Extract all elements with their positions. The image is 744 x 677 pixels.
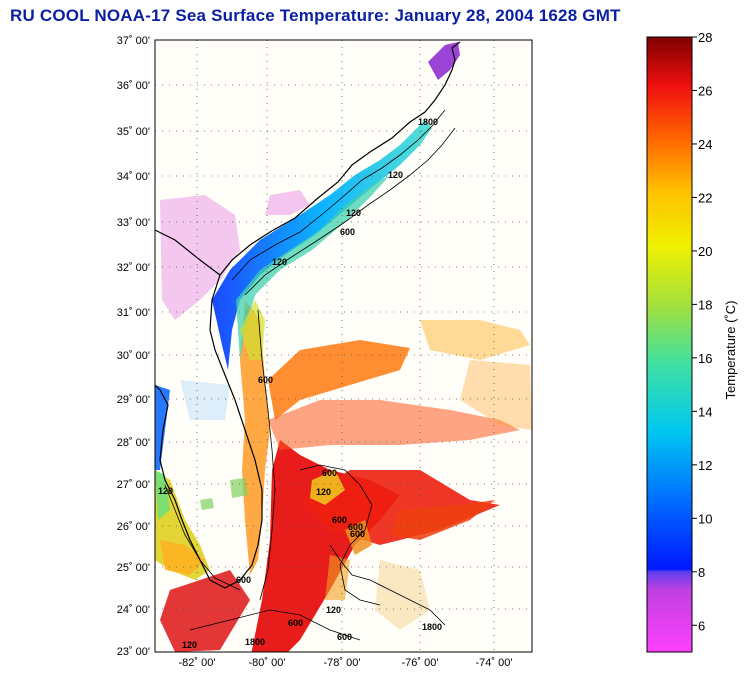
contour-label: 600 <box>340 227 355 237</box>
colorbar-tick: 28 <box>698 30 712 45</box>
latitude-tick: 28˚ 00' <box>117 437 150 449</box>
colorbar-tick: 20 <box>698 244 712 259</box>
latitude-tick: 30˚ 00' <box>117 350 150 362</box>
latitude-tick: 26˚ 00' <box>117 521 150 533</box>
colorbar-tick: 16 <box>698 351 712 366</box>
longitude-tick: -78˚ 00' <box>324 657 361 669</box>
colorbar-tick: 14 <box>698 404 712 419</box>
colorbar-tick: 24 <box>698 137 712 152</box>
latitude-axis: 37˚ 00' 36˚ 00' 35˚ 00' 34˚ 00' 33˚ 00' … <box>117 35 150 658</box>
latitude-tick: 36˚ 00' <box>117 80 150 92</box>
longitude-tick: -82˚ 00' <box>179 657 216 669</box>
latitude-tick: 32˚ 00' <box>117 262 150 274</box>
colorbar-tick: 10 <box>698 511 712 526</box>
latitude-tick: 34˚ 00' <box>117 171 150 183</box>
colorbar: 28 26 24 22 20 18 16 14 12 10 8 6 Temper… <box>646 30 738 653</box>
colorbar-tick: 6 <box>698 618 705 633</box>
contour-label: 1800 <box>418 117 438 127</box>
colorbar-tick: 18 <box>698 297 712 312</box>
contour-label: 1800 <box>245 637 265 647</box>
contour-label: 600 <box>322 468 337 478</box>
contour-label: 120 <box>346 208 361 218</box>
contour-label: 120 <box>388 170 403 180</box>
contour-label: 600 <box>258 375 273 385</box>
longitude-axis: -82˚ 00' -80˚ 00' -78˚ 00' -76˚ 00' -74˚… <box>179 657 513 669</box>
contour-label: 120 <box>316 487 331 497</box>
colorbar-ticks: 28 26 24 22 20 18 16 14 12 10 8 6 <box>692 30 712 633</box>
contour-label: 120 <box>158 486 173 496</box>
latitude-tick: 24˚ 00' <box>117 604 150 616</box>
contour-label: 600 <box>350 529 365 539</box>
contour-label: 120 <box>182 640 197 650</box>
colorbar-tick: 8 <box>698 565 705 580</box>
map-frame <box>154 39 533 653</box>
contour-labels: 120 600 120 600 120 1800 600 600 120 600… <box>158 117 442 650</box>
contour-label: 1800 <box>422 622 442 632</box>
colorbar-tick: 12 <box>698 458 712 473</box>
latitude-tick: 29˚ 00' <box>117 394 150 406</box>
colorbar-tick: 22 <box>698 190 712 205</box>
latitude-tick: 23˚ 00' <box>117 646 150 658</box>
latitude-tick: 31˚ 00' <box>117 307 150 319</box>
longitude-tick: -74˚ 00' <box>476 657 513 669</box>
latitude-tick: 27˚ 00' <box>117 479 150 491</box>
latitude-tick: 35˚ 00' <box>117 126 150 138</box>
colorbar-gradient <box>646 36 693 653</box>
contour-label: 120 <box>326 605 341 615</box>
colorbar-tick: 26 <box>698 83 712 98</box>
contour-label: 600 <box>288 618 303 628</box>
map-title: RU COOL NOAA-17 Sea Surface Temperature:… <box>10 6 621 25</box>
latitude-tick: 25˚ 00' <box>117 562 150 574</box>
colorbar-label: Temperature (˚C) <box>723 301 738 400</box>
contour-label: 600 <box>337 632 352 642</box>
contour-label: 120 <box>272 257 287 267</box>
contour-label: 600 <box>348 522 363 532</box>
latitude-tick: 33˚ 00' <box>117 217 150 229</box>
latitude-tick: 37˚ 00' <box>117 35 150 47</box>
contour-label: 600 <box>332 515 347 525</box>
contour-label: 600 <box>236 575 251 585</box>
longitude-tick: -80˚ 00' <box>249 657 286 669</box>
longitude-tick: -76˚ 00' <box>402 657 439 669</box>
